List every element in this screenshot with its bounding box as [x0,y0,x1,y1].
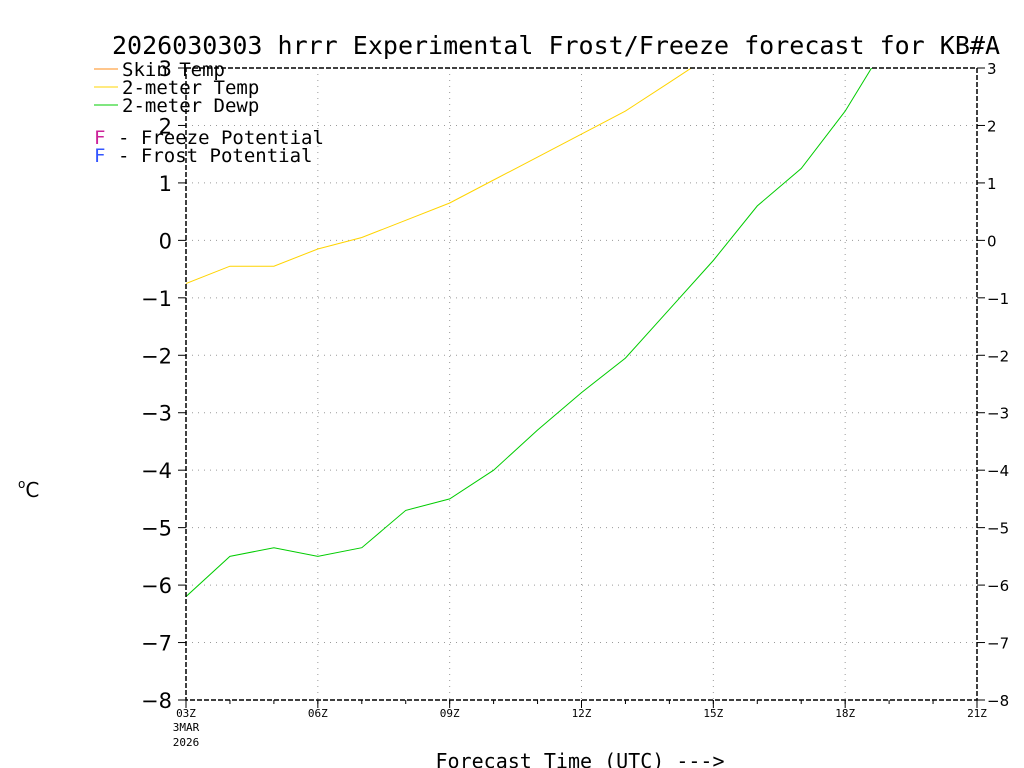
y-tick-label-right: 0 [987,232,997,250]
y-tick-label-left: −6 [141,574,172,598]
x-tick-label: 03Z [176,707,196,720]
legend-label-2m-dewp: 2-meter Dewp [122,95,259,117]
frost-potential-symbol: F [94,145,105,167]
y-tick-label-right: −7 [987,635,1009,653]
y-tick-label-left: −1 [141,287,172,311]
x-tick-label: 15Z [703,707,723,720]
y-tick-label-right: 3 [987,60,997,78]
date-label-year: 2026 [173,736,200,749]
y-tick-label-right: −1 [987,290,1009,308]
y-tick-label-right: −5 [987,520,1009,538]
y-tick-label-right: −6 [987,577,1009,595]
y-tick-label-right: −2 [987,347,1009,365]
chart-title: 2026030303 hrrr Experimental Frost/Freez… [112,31,1000,60]
y-tick-label-left: 0 [159,229,172,253]
y-tick-label-right: −3 [987,405,1009,423]
y-tick-label-left: 3 [159,57,172,81]
x-tick-label: 21Z [967,707,987,720]
series-line-2-meter-dewp [186,68,873,597]
y-tick-label-right: −4 [987,462,1009,480]
y-axis-title: oC [18,477,39,502]
x-axis: 03Z 06Z 09Z 12Z 15Z 18Z 21Z [176,700,987,720]
date-label-day: 3MAR [173,721,200,734]
y-tick-label-left: −4 [141,459,172,483]
series-lines [186,68,873,597]
y-tick-label-left: 1 [159,172,172,196]
y-tick-label-right: 1 [987,175,997,193]
y-tick-label-left: −8 [141,689,172,713]
y-axis-title-degree: o [18,477,25,491]
y-axis-left: −8 −7 −6 −5 −4 −3 −2 −1 0 1 2 3 [141,57,186,713]
x-tick-label: 09Z [440,707,460,720]
legend-label-skin-temp: Skin Temp [122,59,225,81]
y-tick-label-left: −5 [141,517,172,541]
plot-frame [185,67,978,701]
x-axis-title: Forecast Time (UTC) ---> [436,749,725,768]
series-line-2-meter-temp [186,68,693,284]
y-tick-label-left: −2 [141,344,172,368]
y-tick-label-right: 2 [987,117,997,135]
x-tick-label: 06Z [308,707,328,720]
y-tick-label-left: −7 [141,632,172,656]
legend-label-2m-temp: 2-meter Temp [122,77,259,99]
frost-potential-label: - Frost Potential [118,145,312,167]
legend: Skin Temp 2-meter Temp 2-meter Dewp F - … [94,59,324,167]
x-tick-label: 18Z [835,707,855,720]
y-axis-right: −8 −7 −6 −5 −4 −3 −2 −1 0 1 2 3 [977,60,1009,710]
y-tick-label-left: −3 [141,402,172,426]
y-tick-label-right: −8 [987,692,1009,710]
freeze-potential-symbol: F [94,127,105,149]
x-tick-label: 12Z [572,707,592,720]
y-axis-title-unit: C [25,478,39,502]
y-tick-label-left: 2 [159,114,172,138]
freeze-potential-label: - Freeze Potential [118,127,324,149]
